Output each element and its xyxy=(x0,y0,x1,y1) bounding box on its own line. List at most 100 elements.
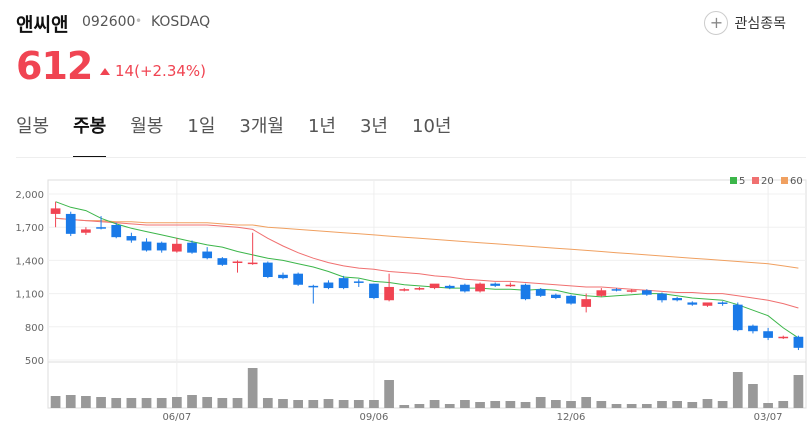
tab-3months[interactable]: 3개월 xyxy=(239,116,284,137)
volume-bar xyxy=(81,396,91,408)
candle-body xyxy=(202,251,213,259)
candle-body xyxy=(247,262,258,265)
volume-bar xyxy=(672,401,682,408)
volume-bar xyxy=(763,403,773,408)
candle-body xyxy=(217,258,228,265)
volume-bar xyxy=(596,401,607,408)
candle-body xyxy=(444,285,455,289)
candle-body xyxy=(793,336,804,348)
volume-bar xyxy=(641,404,652,408)
tab-3years[interactable]: 3년 xyxy=(359,116,388,137)
volume-bar xyxy=(384,380,394,408)
candle-body xyxy=(748,325,758,332)
candle-body xyxy=(293,273,303,285)
legend-swatch xyxy=(781,177,788,184)
candle-body xyxy=(717,302,728,304)
volume-bar xyxy=(566,401,576,408)
volume-bar xyxy=(778,401,789,408)
legend-label: 5 xyxy=(739,176,745,187)
volume-bar xyxy=(687,402,698,408)
candle-body xyxy=(566,295,576,304)
candle-body xyxy=(581,299,592,307)
volume-bar xyxy=(126,398,137,408)
candle-body xyxy=(262,262,273,277)
candle-body xyxy=(414,288,425,290)
candle-body xyxy=(141,241,152,251)
candle-body xyxy=(369,283,379,299)
stock-chart[interactable]: 2,000 1,700 1,400 1,100 800 500 06/07 09/06 12/0… xyxy=(0,170,812,440)
candle-body xyxy=(763,331,773,338)
volume-bar xyxy=(308,400,319,408)
volume-bar xyxy=(748,384,758,408)
volume-bar xyxy=(65,395,76,408)
y-tick-label: 1,700 xyxy=(15,223,44,234)
candle-body xyxy=(778,336,789,339)
candle-body xyxy=(278,274,288,279)
candle-body xyxy=(353,281,364,283)
candle-body xyxy=(81,229,91,233)
candle-body xyxy=(187,242,197,253)
volume-bar xyxy=(96,397,106,408)
candle-body xyxy=(96,227,106,229)
x-tick-label: 09/06 xyxy=(360,412,389,423)
candle-body xyxy=(520,284,531,300)
volume-bar xyxy=(262,398,273,408)
favorite-label: 관심종목 xyxy=(734,16,786,32)
volume-bar xyxy=(172,397,182,408)
ma20-line xyxy=(55,217,799,309)
candle-body xyxy=(111,224,122,238)
x-tick-label: 12/06 xyxy=(557,412,586,423)
volume-bar xyxy=(217,398,228,408)
volume-bar xyxy=(278,399,288,408)
legend-label: 20 xyxy=(761,176,774,187)
volume-bar xyxy=(657,401,667,408)
volume-bar xyxy=(490,401,501,408)
volume-bar xyxy=(50,396,61,408)
stock-name: 앤씨앤 xyxy=(16,14,69,36)
volume-bar xyxy=(535,397,546,408)
x-tick-label: 03/07 xyxy=(754,412,783,423)
legend-label: 60 xyxy=(790,176,803,187)
volume-bar xyxy=(293,400,303,408)
tab-1year[interactable]: 1년 xyxy=(307,116,336,137)
volume-bar xyxy=(717,401,728,408)
candle-body xyxy=(399,289,410,291)
stock-code: 092600 xyxy=(82,14,136,30)
volume-bar xyxy=(793,375,804,408)
candle-body xyxy=(308,285,319,288)
volume-bar xyxy=(232,398,243,408)
up-triangle-icon xyxy=(100,67,110,75)
y-tick-label: 1,400 xyxy=(15,256,44,267)
candle-body xyxy=(232,261,243,264)
volume-bar xyxy=(399,405,410,408)
tabs-divider xyxy=(16,157,806,158)
candle-body xyxy=(505,284,516,287)
volume-bar xyxy=(581,397,592,408)
volume-bar xyxy=(611,404,622,408)
volume-bar xyxy=(353,400,364,408)
candle-body xyxy=(460,284,470,292)
tab-daily[interactable]: 일봉 xyxy=(16,116,50,137)
candle-body xyxy=(490,283,501,286)
volume-bar xyxy=(505,401,516,408)
y-tick-label: 1,100 xyxy=(15,290,44,301)
candle-body xyxy=(732,304,743,331)
volume-bar xyxy=(520,402,531,408)
plus-icon: + xyxy=(704,11,729,35)
x-tick-label: 06/07 xyxy=(162,412,191,423)
separator-dot: • xyxy=(135,14,143,28)
candle-body xyxy=(702,302,713,306)
tab-weekly[interactable]: 주봉 xyxy=(73,112,107,158)
favorite-button[interactable]: + 관심종목 xyxy=(704,10,786,36)
volume-bar xyxy=(444,404,455,408)
tab-10years[interactable]: 10년 xyxy=(412,116,452,137)
tab-monthly[interactable]: 월봉 xyxy=(130,116,164,137)
candle-body xyxy=(172,243,182,252)
volume-bar xyxy=(141,398,152,408)
legend-swatch xyxy=(752,177,759,184)
volume-bar xyxy=(156,398,167,408)
candle-body xyxy=(611,289,622,291)
tab-1day[interactable]: 1일 xyxy=(187,116,216,137)
y-tick-label: 800 xyxy=(25,323,44,334)
candle-body xyxy=(657,293,667,301)
